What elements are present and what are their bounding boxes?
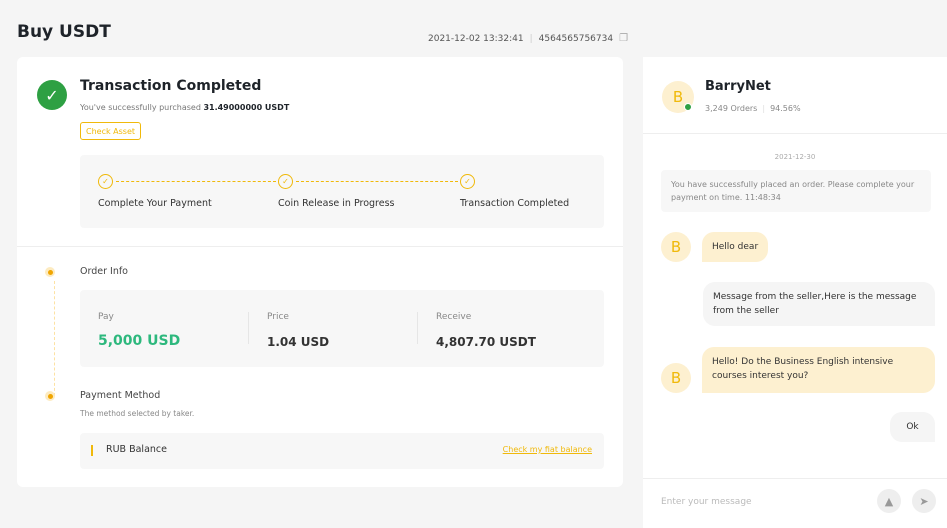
step-check-icon: ✓ <box>278 174 293 189</box>
message-input[interactable] <box>661 494 861 510</box>
check-fiat-balance-link[interactable]: Check my fiat balance <box>502 445 592 454</box>
chat-panel: B BarryNet 3,249 Orders | 94.56% 2021-12-3… <box>643 57 947 528</box>
status-title: Transaction Completed <box>80 78 262 94</box>
completion-rate: 94.56% <box>770 104 801 113</box>
timeline-line <box>54 281 55 396</box>
method-marker <box>91 445 93 456</box>
receive-value: 4,807.70 USDT <box>436 335 536 349</box>
check-asset-button[interactable]: Check Asset <box>80 122 142 140</box>
chat-message-incoming: Hello! Do the Business English intensive… <box>702 347 935 393</box>
order-meta: 2021-12-02 13:32:41 | 4564565756734 ❐ <box>428 33 628 44</box>
bullet-icon <box>45 391 55 401</box>
chat-message-incoming: Hello dear <box>702 232 769 262</box>
avatar: B <box>661 232 691 262</box>
status-message: You've successfully purchased 31.4900000… <box>80 103 289 112</box>
order-count: 3,249 Orders <box>705 104 758 113</box>
order-card: ✓ Transaction Completed You've successfu… <box>17 57 623 487</box>
copy-icon[interactable]: ❐ <box>619 33 629 44</box>
avatar: B <box>661 363 691 393</box>
price-value: 1.04 USD <box>267 335 330 349</box>
image-upload-icon[interactable]: ▲ <box>877 489 901 513</box>
step-label: Complete Your Payment <box>98 198 212 209</box>
payment-method-box: RUB Balance Check my fiat balance <box>80 433 604 469</box>
chat-message-outgoing: Ok <box>890 412 935 442</box>
payment-method-subtitle: The method selected by taker. <box>80 409 195 418</box>
divider <box>643 478 947 479</box>
progress-steps: ✓ ✓ ✓ Complete Your Payment Coin Release… <box>80 155 604 228</box>
bullet-icon <box>45 267 55 277</box>
order-info-title: Order Info <box>80 266 128 277</box>
step-label: Coin Release in Progress <box>278 198 395 209</box>
page-title: Buy USDT <box>17 22 111 42</box>
chat-date: 2021-12-30 <box>774 153 816 161</box>
step-check-icon: ✓ <box>98 174 113 189</box>
step-label: Transaction Completed <box>460 198 570 209</box>
pay-label: Pay <box>98 312 114 322</box>
order-datetime: 2021-12-02 13:32:41 <box>428 33 524 44</box>
pay-value: 5,000 USD <box>98 333 181 349</box>
payment-method-name: RUB Balance <box>106 444 167 455</box>
step-connector <box>296 181 458 182</box>
avatar: B <box>662 81 694 113</box>
order-info-box: Pay 5,000 USD Price 1.04 USD Receive 4,8… <box>80 290 604 367</box>
order-id: 4564565756734 <box>538 33 614 44</box>
divider <box>643 133 947 134</box>
system-message: You have successfully placed an order. P… <box>661 170 931 212</box>
status-message-prefix: You've successfully purchased <box>80 103 201 112</box>
chat-user-name: BarryNet <box>705 79 771 94</box>
purchased-amount: 31.49000000 USDT <box>203 103 290 112</box>
divider <box>417 312 418 344</box>
price-label: Price <box>267 312 289 322</box>
success-check-icon: ✓ <box>37 80 67 110</box>
user-stats: 3,249 Orders | 94.56% <box>705 104 801 113</box>
send-icon[interactable]: ➤ <box>912 489 936 513</box>
divider: | <box>762 104 766 113</box>
step-connector <box>116 181 276 182</box>
chat-message-outgoing: Message from the seller,Here is the mess… <box>703 282 935 326</box>
divider <box>248 312 249 344</box>
divider <box>17 246 623 247</box>
divider: | <box>529 33 533 44</box>
step-check-icon: ✓ <box>460 174 475 189</box>
receive-label: Receive <box>436 312 472 322</box>
payment-method-title: Payment Method <box>80 390 161 401</box>
online-status-icon <box>684 103 692 111</box>
